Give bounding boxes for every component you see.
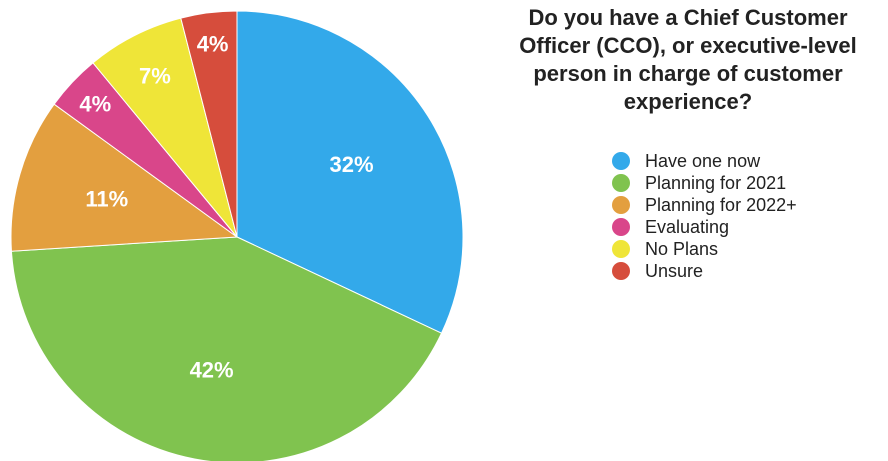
legend-label: Evaluating (645, 216, 730, 237)
legend-swatch-no-plans (612, 240, 630, 258)
pie-slice-unsure (180, 10, 238, 238)
legend-item-unsure: Unsure (612, 260, 797, 282)
legend-label: Have one now (645, 150, 761, 171)
pie-slice-have-one-now (236, 10, 464, 334)
legend-label: Planning for 2021 (645, 172, 787, 193)
chart-title: Do you have a Chief Customer Officer (CC… (519, 5, 857, 114)
legend-swatch-planning-for-2021 (612, 174, 630, 192)
slice-label-unsure: 4% (197, 32, 229, 57)
legend-swatch-planning-for-2022-plus (612, 196, 630, 214)
legend-swatch-have-one-now (612, 152, 630, 170)
legend-item-no-plans: No Plans (612, 238, 797, 260)
legend-label: Unsure (645, 260, 704, 281)
legend-swatch-evaluating (612, 218, 630, 236)
legend: Have one now Planning for 2021 Planning … (612, 150, 797, 282)
legend-item-have-one-now: Have one now (612, 150, 797, 172)
slice-label-no-plans: 7% (139, 63, 171, 88)
slice-label-planning-for-2022-plus: 11% (85, 187, 128, 212)
slice-label-evaluating: 4% (79, 92, 111, 117)
legend-item-evaluating: Evaluating (612, 216, 797, 238)
slice-label-planning-for-2021: 42% (190, 358, 234, 383)
pie-slice-planning-for-2022-plus (10, 103, 239, 252)
legend-item-planning-for-2021: Planning for 2021 (612, 172, 797, 194)
pie-slices (10, 10, 464, 461)
legend-label: Planning for 2022+ (645, 194, 797, 215)
pie-slice-planning-for-2021 (10, 236, 443, 461)
pie-slice-labels: 32% 42% 11% 4% 7% 4% (79, 32, 373, 383)
slice-label-have-one-now: 32% (329, 152, 373, 177)
legend-label: No Plans (645, 238, 719, 259)
legend-swatch-unsure (612, 262, 630, 280)
legend-item-planning-for-2022-plus: Planning for 2022+ (612, 194, 797, 216)
